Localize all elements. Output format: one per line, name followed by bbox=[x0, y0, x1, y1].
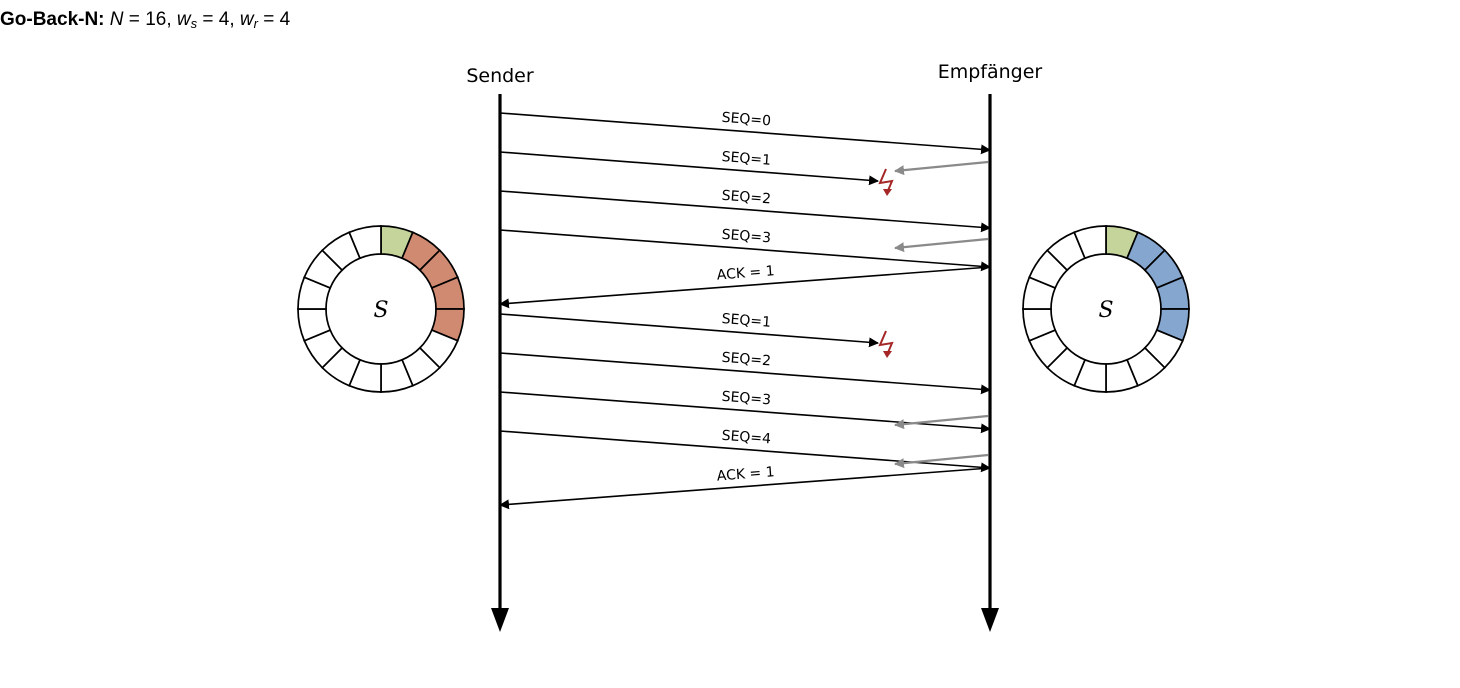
message-arrow bbox=[499, 266, 991, 309]
message-arrow bbox=[499, 467, 991, 510]
message-label: SEQ=1 bbox=[721, 149, 771, 169]
message-label: ACK = 1 bbox=[716, 263, 775, 283]
receiver-label: Empfänger bbox=[938, 61, 1043, 83]
n-value: 16 bbox=[145, 9, 167, 30]
sender-timeline-arrowhead bbox=[491, 608, 509, 632]
message-arrow bbox=[499, 229, 991, 272]
lost-lightning-tip bbox=[883, 351, 892, 358]
message-label: SEQ=2 bbox=[721, 350, 771, 370]
lost-lightning-tip bbox=[883, 189, 892, 196]
duplicate-ack-arrow bbox=[894, 160, 989, 176]
wr-value: 4 bbox=[279, 9, 291, 30]
message-label: SEQ=2 bbox=[721, 188, 771, 208]
message-label: SEQ=4 bbox=[721, 428, 772, 448]
wr-symbol: w bbox=[239, 9, 254, 30]
data-frame-message: SEQ=0 bbox=[499, 110, 991, 155]
duplicate-ack-arrow bbox=[894, 237, 989, 253]
ack-message: ACK = 1 bbox=[499, 263, 991, 309]
message-label: ACK = 1 bbox=[716, 464, 775, 484]
receiver-ring-label: S bbox=[1098, 298, 1113, 323]
receiver-timeline-arrowhead bbox=[981, 608, 999, 632]
diagram-header: Go-Back-N: N = 16, ws = 4, wr = 4 bbox=[0, 9, 291, 31]
duplicate-ack-arrow bbox=[894, 453, 989, 469]
ws-value: 4 bbox=[218, 9, 230, 30]
message-label: SEQ=3 bbox=[721, 227, 771, 247]
wr-subscript: r bbox=[253, 16, 258, 31]
ack-message: ACK = 1 bbox=[499, 464, 991, 510]
message-arrow bbox=[499, 313, 879, 348]
sender-ring-label: S bbox=[373, 298, 388, 323]
receiver-sequence-ring bbox=[1022, 225, 1190, 393]
message-label: SEQ=1 bbox=[721, 311, 771, 331]
sender-sequence-ring bbox=[297, 225, 465, 393]
protocol-name: Go-Back-N: bbox=[0, 9, 105, 30]
ring-segment bbox=[348, 225, 382, 260]
n-symbol: N bbox=[109, 9, 124, 30]
ws-subscript: s bbox=[190, 16, 198, 31]
message-arrow bbox=[499, 151, 879, 186]
data-frame-message: SEQ=2 bbox=[499, 188, 991, 233]
data-frame-message: SEQ=1 bbox=[499, 311, 894, 358]
message-label: SEQ=0 bbox=[721, 110, 771, 130]
ring-segment bbox=[1073, 225, 1107, 260]
message-arrow bbox=[499, 352, 991, 395]
sender-label: Sender bbox=[466, 65, 534, 87]
lost-lightning-icon bbox=[878, 168, 894, 194]
lost-lightning-icon bbox=[878, 330, 894, 356]
data-frame-message: SEQ=1 bbox=[499, 149, 894, 196]
data-frame-message: SEQ=2 bbox=[499, 350, 991, 395]
message-arrow bbox=[499, 112, 991, 155]
data-frame-message: SEQ=3 bbox=[499, 227, 991, 272]
duplicate-ack-arrow bbox=[894, 414, 989, 430]
message-arrow bbox=[499, 190, 991, 233]
message-label: SEQ=3 bbox=[721, 389, 771, 409]
ws-symbol: w bbox=[176, 9, 191, 30]
